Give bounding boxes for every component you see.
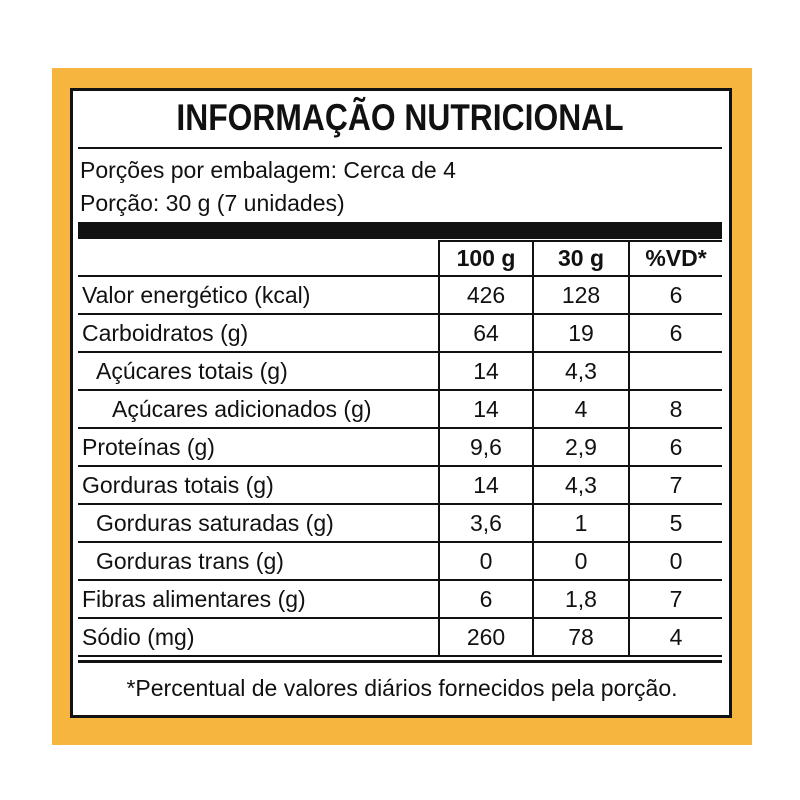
cell-value [628, 351, 722, 391]
cell-value: 4,3 [532, 351, 630, 391]
cell-value: 7 [628, 465, 722, 505]
table-row: Gorduras trans (g) 0 0 0 [78, 541, 722, 581]
column-header: 100 g [438, 240, 534, 277]
table-row: Carboidratos (g) 64 19 6 [78, 313, 722, 353]
nutrition-table: 100 g 30 g %VD* Valor energético (kcal) 426… [78, 240, 722, 657]
table-row: Açúcares totais (g) 14 4,3 [78, 351, 722, 391]
cell-value: 6 [628, 427, 722, 467]
cell-value: 2,9 [532, 427, 630, 467]
row-label: Fibras alimentares (g) [78, 579, 440, 619]
cell-value: 5 [628, 503, 722, 543]
cell-value: 8 [628, 389, 722, 429]
title: INFORMAÇÃO NUTRICIONAL [176, 97, 624, 138]
cell-value: 14 [438, 351, 534, 391]
row-label: Carboidratos (g) [78, 313, 440, 353]
row-label: Açúcares totais (g) [78, 351, 440, 391]
column-header: %VD* [628, 240, 722, 277]
table-row: Açúcares adicionados (g) 14 4 8 [78, 389, 722, 429]
cell-value: 19 [532, 313, 630, 353]
cell-value: 64 [438, 313, 534, 353]
cell-value: 0 [628, 541, 722, 581]
cell-value: 4 [532, 389, 630, 429]
cell-value: 14 [438, 389, 534, 429]
cell-value: 6 [438, 579, 534, 619]
table-row: Gorduras totais (g) 14 4,3 7 [78, 465, 722, 505]
row-label: Gorduras totais (g) [78, 465, 440, 505]
table-row: Valor energético (kcal) 426 128 6 [78, 275, 722, 315]
cell-value: 1,8 [532, 579, 630, 619]
row-label: Gorduras saturadas (g) [78, 503, 440, 543]
divider [78, 147, 722, 149]
table-row: Sódio (mg) 260 78 4 [78, 617, 722, 657]
cell-value: 14 [438, 465, 534, 505]
table-row: Proteínas (g) 9,6 2,9 6 [78, 427, 722, 467]
table-row: Fibras alimentares (g) 6 1,8 7 [78, 579, 722, 619]
row-label: Valor energético (kcal) [78, 275, 440, 315]
cell-value: 3,6 [438, 503, 534, 543]
cell-value: 9,6 [438, 427, 534, 467]
row-label: Proteínas (g) [78, 427, 440, 467]
cell-value: 0 [532, 541, 630, 581]
cell-value: 1 [532, 503, 630, 543]
cell-value: 6 [628, 313, 722, 353]
portion: Porção: 30 g (7 unidades) [80, 190, 345, 216]
row-label: Açúcares adicionados (g) [78, 389, 440, 429]
cell-value: 426 [438, 275, 534, 315]
cell-value: 78 [532, 617, 630, 657]
cell-value: 4,3 [532, 465, 630, 505]
cell-value: 128 [532, 275, 630, 315]
row-label: Gorduras trans (g) [78, 541, 440, 581]
cell-value: 0 [438, 541, 534, 581]
thick-bar [78, 222, 722, 239]
cell-value: 7 [628, 579, 722, 619]
table-row: Gorduras saturadas (g) 3,6 1 5 [78, 503, 722, 543]
row-label: Sódio (mg) [78, 617, 440, 657]
cell-value: 4 [628, 617, 722, 657]
header-row: 100 g 30 g %VD* [78, 240, 722, 277]
divider [78, 660, 722, 663]
column-header: 30 g [532, 240, 630, 277]
cell-value: 260 [438, 617, 534, 657]
footnote: *Percentual de valores diários fornecido… [126, 675, 678, 701]
cell-value: 6 [628, 275, 722, 315]
servings: Porções por embalagem: Cerca de 4 [80, 157, 456, 183]
